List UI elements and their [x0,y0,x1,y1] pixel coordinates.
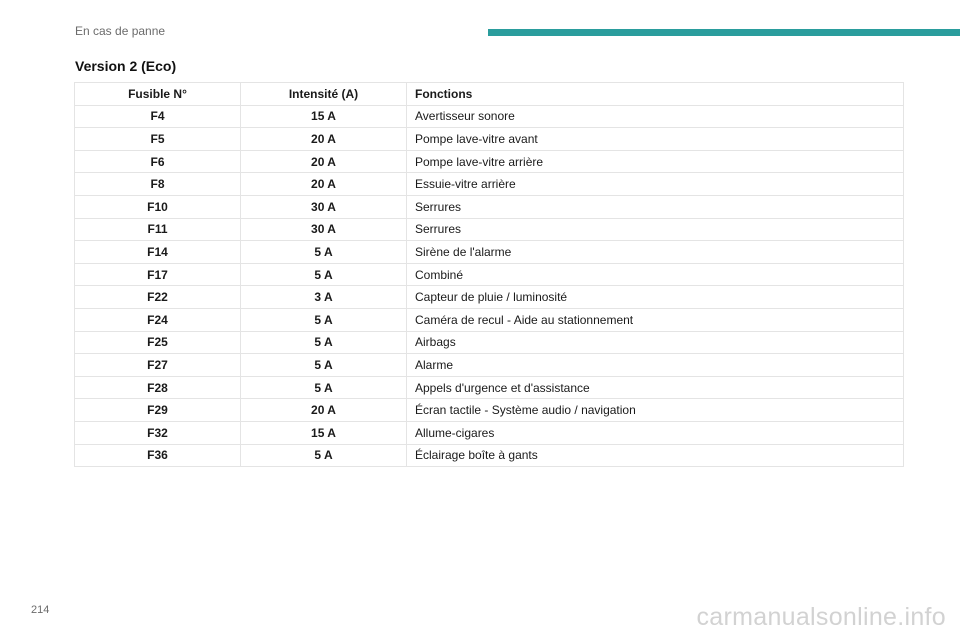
function-cell: Caméra de recul - Aide au stationnement [406,307,904,332]
function-cell: Pompe lave-vitre arrière [406,149,904,174]
intensity-cell: 5 A [240,307,407,332]
intensity-cell: 5 A [240,240,407,264]
fuse-number-cell: F24 [74,307,241,332]
table-row: F36 5 A Éclairage boîte à gants [74,443,904,468]
function-cell: Pompe lave-vitre avant [406,127,904,151]
function-cell: Airbags [406,330,904,355]
intensity-cell: 20 A [240,398,407,422]
fuse-number-cell: F25 [74,330,241,355]
intensity-cell: 5 A [240,353,407,377]
intensity-cell: 5 A [240,375,407,400]
table-row: F29 20 A Écran tactile - Système audio / n… [74,398,904,422]
table-row: F11 30 A Serrures [74,217,904,242]
table-row: F24 5 A Caméra de recul - Aide au stationn… [74,307,904,332]
fuse-number-cell: F32 [74,420,241,445]
fuse-number-cell: F27 [74,353,241,377]
intensity-cell: 15 A [240,420,407,445]
page-number: 214 [31,604,50,616]
fuse-table: Fusible N° Intensité (A) Fonctions F4 15 … [74,82,904,468]
fuse-number-cell: F6 [74,149,241,174]
function-cell: Alarme [406,353,904,377]
intensity-cell: 30 A [240,194,407,219]
fuse-number-cell: F4 [74,104,241,129]
fuse-number-cell: F8 [74,172,241,196]
intensity-cell: 20 A [240,127,407,151]
table-row: F28 5 A Appels d'urgence et d'assistance [74,375,904,400]
column-header-functions: Fonctions [406,82,904,106]
fuse-number-cell: F11 [74,217,241,242]
table-row: F14 5 A Sirène de l'alarme [74,240,904,264]
function-cell: Serrures [406,217,904,242]
function-cell: Éclairage boîte à gants [406,443,904,468]
watermark: carmanualsonline.info [696,603,946,631]
function-cell: Appels d'urgence et d'assistance [406,375,904,400]
fuse-number-cell: F36 [74,443,241,468]
function-cell: Serrures [406,194,904,219]
intensity-cell: 5 A [240,443,407,468]
function-cell: Capteur de pluie / luminosité [406,285,904,309]
intensity-cell: 3 A [240,285,407,309]
fuse-number-cell: F22 [74,285,241,309]
fuse-number-cell: F14 [74,240,241,264]
table-row: F22 3 A Capteur de pluie / luminosité [74,285,904,309]
intensity-cell: 20 A [240,149,407,174]
table-row: F25 5 A Airbags [74,330,904,355]
table-row: F10 30 A Serrures [74,194,904,219]
function-cell: Sirène de l'alarme [406,240,904,264]
fuse-number-cell: F5 [74,127,241,151]
fuse-number-cell: F28 [74,375,241,400]
fuse-number-cell: F29 [74,398,241,422]
fuse-number-cell: F17 [74,262,241,287]
table-row: F8 20 A Essuie-vitre arrière [74,172,904,196]
function-cell: Avertisseur sonore [406,104,904,129]
table-row: F32 15 A Allume-cigares [74,420,904,445]
table-header-row: Fusible N° Intensité (A) Fonctions [74,82,904,106]
intensity-cell: 5 A [240,330,407,355]
function-cell: Écran tactile - Système audio / navigati… [406,398,904,422]
function-cell: Combiné [406,262,904,287]
intensity-cell: 15 A [240,104,407,129]
header-accent-bar [488,29,960,36]
table-row: F5 20 A Pompe lave-vitre avant [74,127,904,151]
function-cell: Essuie-vitre arrière [406,172,904,196]
column-header-fuse-number: Fusible N° [74,82,241,106]
table-row: F6 20 A Pompe lave-vitre arrière [74,149,904,174]
table-row: F4 15 A Avertisseur sonore [74,104,904,129]
table-row: F27 5 A Alarme [74,353,904,377]
version-title: Version 2 (Eco) [75,58,177,74]
column-header-intensity: Intensité (A) [240,82,407,106]
table-row: F17 5 A Combiné [74,262,904,287]
intensity-cell: 5 A [240,262,407,287]
function-cell: Allume-cigares [406,420,904,445]
section-header: En cas de panne [75,24,166,38]
fuse-number-cell: F10 [74,194,241,219]
fuse-table-body: F4 15 A Avertisseur sonore F5 20 A Pompe lave… [74,104,904,468]
intensity-cell: 30 A [240,217,407,242]
intensity-cell: 20 A [240,172,407,196]
